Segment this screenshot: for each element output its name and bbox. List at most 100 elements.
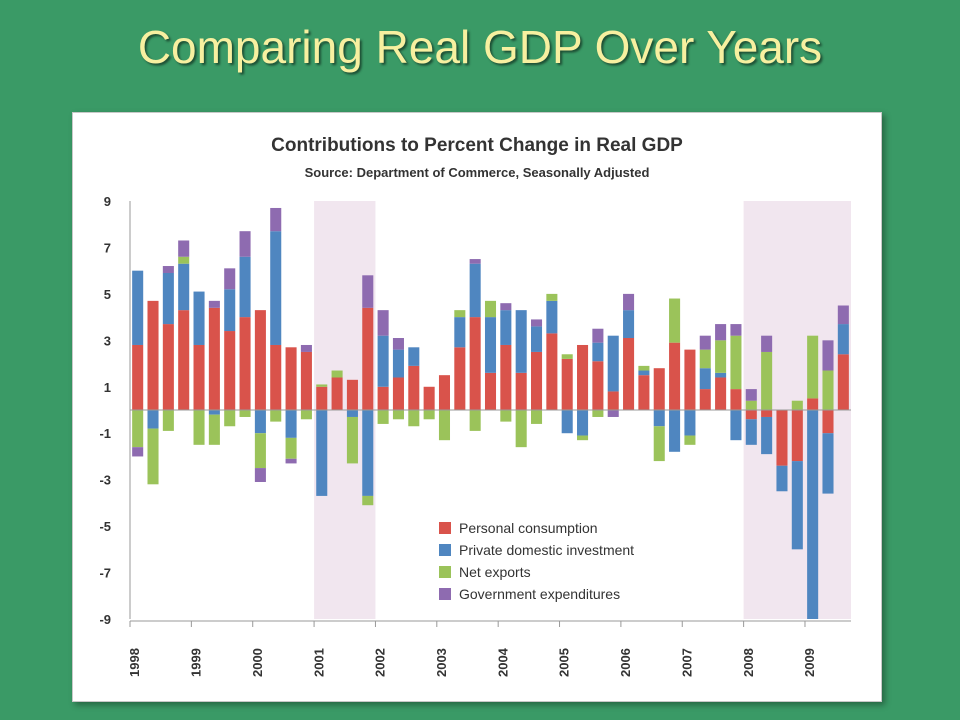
- bar-segment: [715, 372, 727, 378]
- y-tick-label: 9: [104, 194, 111, 209]
- legend: Personal consumption Private domestic inv…: [439, 520, 634, 602]
- bar-segment: [546, 293, 558, 301]
- bar-segment: [208, 307, 220, 410]
- bar-segment: [837, 324, 849, 355]
- bar-segment: [392, 410, 404, 420]
- bar-segment: [807, 398, 819, 410]
- bar-segment: [653, 426, 665, 462]
- bar-segment: [423, 386, 435, 410]
- y-tick-label: -1: [99, 426, 111, 441]
- bar-segment: [285, 347, 297, 410]
- x-tick-label: 2007: [679, 648, 694, 677]
- bar-segment: [546, 300, 558, 334]
- bar-segment: [776, 410, 788, 466]
- bar-segment: [224, 410, 236, 427]
- bar-segment: [730, 335, 742, 390]
- bar-segment: [684, 435, 696, 445]
- bar-segment: [193, 344, 205, 410]
- bar-segment: [132, 270, 144, 345]
- bar-segment: [531, 410, 543, 424]
- bar-segment: [822, 340, 834, 371]
- legend-label: Government expenditures: [459, 586, 620, 602]
- bar-segment: [208, 300, 220, 308]
- bar-segment: [484, 372, 497, 410]
- bar-segment: [254, 310, 266, 410]
- bar-segment: [531, 351, 543, 410]
- y-tick-label: -3: [99, 473, 111, 488]
- stacked-bar-chart: 9 7 5 3 1 -1 -3 -5 -7 -9 1998 1999 2000 2001 2002 2003 2…: [99, 194, 851, 677]
- bar-segment: [837, 354, 849, 410]
- bar-segment: [300, 344, 312, 352]
- bar-segment: [132, 447, 144, 457]
- bar-segment: [285, 410, 297, 438]
- bar-segment: [791, 410, 803, 462]
- x-tick-label: 2005: [557, 648, 572, 677]
- bar-segment: [531, 319, 543, 327]
- bar-segment: [638, 365, 650, 371]
- slide-title: Comparing Real GDP Over Years: [137, 21, 823, 73]
- bar-segment: [577, 435, 589, 441]
- bar-segment: [546, 333, 558, 410]
- x-tick-label: 2002: [373, 648, 388, 677]
- y-tick-label: 3: [104, 333, 111, 348]
- chart-subtitle: Source: Department of Commerce, Seasonal…: [304, 165, 650, 180]
- legend-swatch: [439, 588, 451, 600]
- bar-segment: [254, 468, 266, 482]
- bar-segment: [162, 324, 174, 410]
- bar-segment: [515, 372, 527, 410]
- legend-swatch: [439, 544, 451, 556]
- x-tick-label: 2008: [741, 648, 756, 677]
- bar-segment: [362, 307, 374, 410]
- x-tick-label: 2006: [618, 648, 633, 677]
- bar-segment: [669, 410, 681, 452]
- bar-segment: [208, 414, 220, 445]
- bar-segment: [761, 410, 773, 417]
- bar-segment: [791, 461, 803, 550]
- y-tick-label: -5: [99, 519, 111, 534]
- bar-segment: [791, 400, 803, 410]
- bar-segment: [807, 335, 819, 399]
- bar-segment: [837, 305, 849, 325]
- bar-segment: [592, 410, 604, 417]
- bar-segment: [592, 342, 604, 362]
- bar-segment: [300, 410, 312, 420]
- bar-segment: [362, 275, 374, 308]
- bar-segment: [423, 410, 435, 420]
- bar-segment: [147, 410, 159, 429]
- bar-segment: [362, 410, 374, 496]
- bar-segment: [500, 410, 512, 422]
- bar-segment: [408, 365, 420, 410]
- bar-segment: [270, 344, 282, 410]
- bar-segment: [362, 495, 374, 506]
- bar-segment: [316, 384, 328, 387]
- legend-label: Private domestic investment: [459, 542, 634, 558]
- bar-segment: [607, 391, 619, 410]
- bar-segment: [239, 410, 251, 417]
- bar-segment: [745, 419, 757, 445]
- bar-segment: [684, 349, 696, 410]
- bar-segment: [193, 291, 205, 345]
- bar-group: [132, 207, 849, 619]
- bar-segment: [147, 300, 159, 410]
- bar-segment: [438, 375, 451, 410]
- bar-segment: [653, 410, 665, 427]
- bar-segment: [132, 410, 144, 448]
- bar-segment: [331, 370, 343, 378]
- bar-segment: [392, 338, 404, 350]
- legend-swatch: [439, 522, 451, 534]
- bar-segment: [408, 410, 420, 427]
- bar-segment: [822, 433, 834, 494]
- bar-segment: [178, 240, 190, 257]
- bar-segment: [346, 416, 358, 464]
- bar-segment: [178, 310, 190, 410]
- bar-segment: [270, 207, 282, 232]
- bar-segment: [669, 298, 681, 343]
- bar-segment: [147, 428, 159, 485]
- legend-label: Personal consumption: [459, 520, 598, 536]
- bar-segment: [162, 272, 174, 325]
- bar-segment: [638, 375, 650, 410]
- bar-segment: [623, 338, 635, 410]
- bar-segment: [469, 317, 481, 410]
- bar-segment: [592, 328, 604, 343]
- x-tick-label: 1998: [127, 648, 142, 677]
